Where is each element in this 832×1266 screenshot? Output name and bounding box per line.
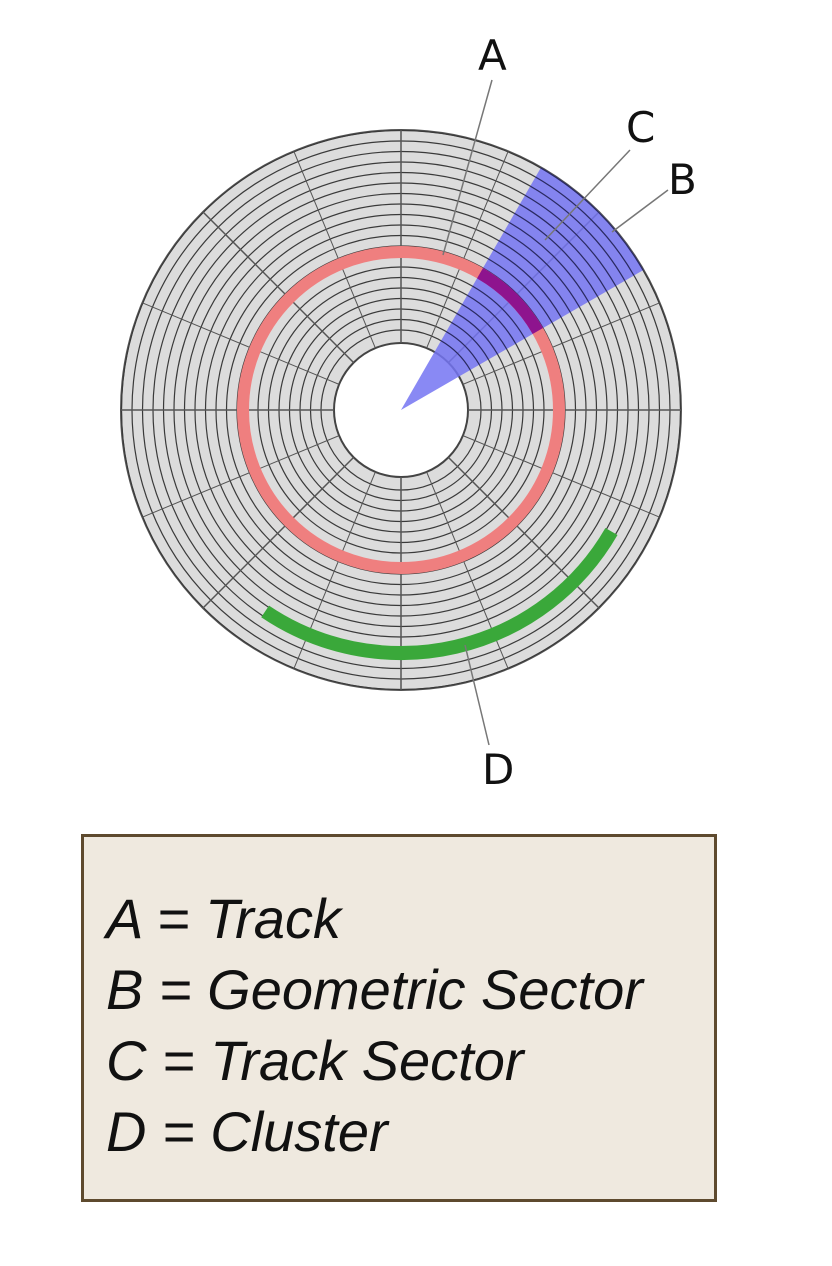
track-sector-highlight <box>476 267 544 335</box>
geometric-sector-track <box>440 340 471 371</box>
geometric-sector-track <box>519 203 608 292</box>
geometric-sector-track <box>514 212 599 297</box>
sector-dividers <box>121 130 681 690</box>
callout-line-a <box>442 79 493 256</box>
geometric-sector-track <box>451 322 489 360</box>
sector-subdivider <box>462 435 660 518</box>
label-b: B <box>668 155 697 204</box>
legend-box: A = Track B = Geometric Sector C = Track… <box>81 834 717 1202</box>
sector-subdivider <box>142 435 340 518</box>
sector-subdivider <box>142 302 340 385</box>
legend-item-track-sector: C = Track Sector <box>106 1029 524 1092</box>
geometric-sector-track <box>487 258 553 324</box>
sector-subdivider <box>462 302 660 385</box>
callout-lines <box>442 79 669 746</box>
geometric-sector-track <box>445 331 480 366</box>
geometric-sector-highlight <box>401 167 644 410</box>
geometric-sector-track <box>498 240 571 313</box>
legend-item-track: A = Track <box>106 887 341 950</box>
sector-subdivider <box>426 151 509 349</box>
geometric-sector-track <box>524 194 617 287</box>
legend-item-cluster: D = Cluster <box>106 1100 388 1163</box>
sector-subdivider <box>293 151 376 349</box>
geometric-sector-track <box>503 231 580 308</box>
callout-line-c <box>544 149 631 241</box>
label-d: D <box>482 745 514 794</box>
geometric-sector-track <box>508 221 590 303</box>
geometric-sector-track <box>456 312 499 355</box>
geometric-sector-track <box>472 285 526 339</box>
callout-line-b <box>611 189 669 233</box>
track-highlight <box>237 246 565 574</box>
geometric-sector-track <box>529 185 626 282</box>
sector-divider <box>202 211 355 364</box>
legend-item-geometric-sector: B = Geometric Sector <box>106 958 643 1021</box>
disk-diagram: A C B D <box>120 31 697 794</box>
geometric-sector-track <box>466 294 517 345</box>
geometric-sector-track <box>493 249 562 318</box>
label-c: C <box>626 103 655 152</box>
geometric-sector-track <box>535 176 635 276</box>
callout-line-d <box>464 644 490 746</box>
geometric-sector-track <box>540 167 644 271</box>
label-a: A <box>478 31 507 80</box>
cluster-highlight <box>261 527 618 660</box>
geometric-sector-tracks <box>440 167 644 371</box>
geometric-sector-track <box>461 303 508 350</box>
sector-divider <box>202 456 355 609</box>
